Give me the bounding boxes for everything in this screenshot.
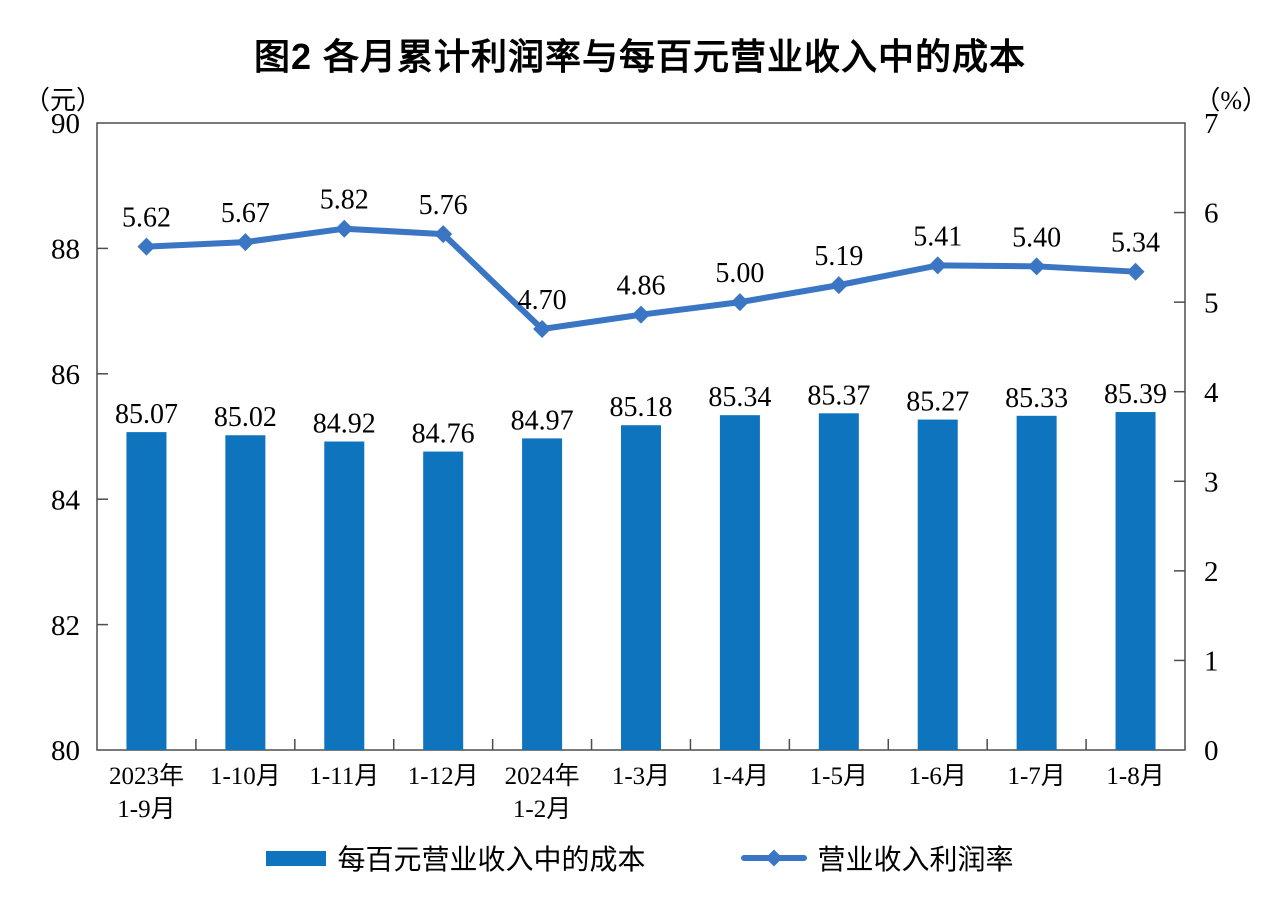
right-axis-tick-label: 0 xyxy=(1204,735,1219,767)
x-axis-category-label: 1-11月 xyxy=(309,763,379,790)
left-axis-tick-label: 82 xyxy=(51,610,80,642)
line-point-marker-icon xyxy=(829,276,848,295)
x-axis-category-label: 1-3月 xyxy=(612,763,670,790)
bar-3 xyxy=(423,451,464,750)
line-value-label: 5.62 xyxy=(122,203,171,234)
legend-diamond-marker-icon xyxy=(765,849,782,867)
bar-9 xyxy=(1016,415,1057,750)
bar-value-label: 85.39 xyxy=(1104,379,1167,410)
line-value-label: 5.41 xyxy=(913,221,962,252)
bar-7 xyxy=(818,413,859,750)
line-value-label: 5.76 xyxy=(419,190,468,221)
bar-8 xyxy=(917,419,958,750)
x-axis-category-label: 1-12月 xyxy=(408,763,479,790)
line-value-label: 5.00 xyxy=(715,258,764,289)
bar-value-label: 84.92 xyxy=(313,409,376,440)
x-axis-category-label: 1-9月 xyxy=(117,796,175,823)
left-axis-unit-label: （元） xyxy=(24,86,103,115)
chart-legend: 每百元营业收入中的成本 营业收入利润率 xyxy=(0,838,1280,878)
right-axis-tick-label: 4 xyxy=(1204,377,1219,409)
line-point-marker-icon xyxy=(1027,257,1046,276)
line-point-marker-icon xyxy=(236,233,255,252)
chart-title: 图2 各月累计利润率与每百元营业收入中的成本 xyxy=(253,36,1027,77)
right-axis-tick-label: 1 xyxy=(1204,646,1219,678)
x-axis-category-label: 1-6月 xyxy=(909,763,967,790)
line-value-label: 5.82 xyxy=(320,185,369,216)
x-axis-category-label: 2023年 xyxy=(109,762,184,790)
line-series-swatch-icon xyxy=(740,849,807,867)
left-axis-tick-label: 90 xyxy=(51,108,80,140)
chart-canvas: 80 82 84 86 88 90 0 1 2 3 4 5 6 7 85.07 85.02 84.92 84.76… xyxy=(51,108,1219,823)
line-point-marker-icon xyxy=(1126,262,1145,281)
legend-item-profit-rate: 营业收入利润率 xyxy=(740,838,1014,878)
bar-value-label: 85.07 xyxy=(115,399,178,430)
line-value-label: 5.19 xyxy=(814,241,863,272)
x-axis-category-label: 1-5月 xyxy=(810,763,868,790)
line-value-label: 5.40 xyxy=(1012,222,1061,253)
legend-item-cost: 每百元营业收入中的成本 xyxy=(266,838,646,878)
left-axis-tick-label: 84 xyxy=(51,484,81,516)
right-axis-tick-label: 6 xyxy=(1204,198,1219,230)
line-value-label: 5.67 xyxy=(221,198,270,229)
bar-0 xyxy=(126,432,167,750)
bar-2 xyxy=(324,441,365,750)
right-axis-tick-label: 5 xyxy=(1204,287,1219,319)
bar-value-label: 84.76 xyxy=(412,419,475,450)
line-value-label: 5.34 xyxy=(1111,228,1160,259)
x-axis-category-label: 1-2月 xyxy=(513,796,571,823)
right-axis-tick-label: 7 xyxy=(1204,108,1219,140)
bar-10 xyxy=(1115,412,1156,750)
x-axis-category-label: 1-8月 xyxy=(1106,763,1164,790)
bar-value-label: 85.27 xyxy=(906,387,969,418)
right-axis-unit-label: （%） xyxy=(1194,86,1268,115)
bar-4 xyxy=(522,438,563,750)
bar-5 xyxy=(621,425,661,750)
line-point-marker-icon xyxy=(533,320,552,339)
bar-value-label: 85.02 xyxy=(214,402,277,433)
legend-label-cost: 每百元营业收入中的成本 xyxy=(337,845,646,876)
left-axis-tick-label: 88 xyxy=(51,234,80,266)
line-value-label: 4.86 xyxy=(617,271,666,302)
line-value-label: 4.70 xyxy=(518,285,567,316)
right-axis-tick-label: 3 xyxy=(1204,466,1219,498)
line-point-marker-icon xyxy=(632,305,650,324)
x-axis-category-label: 1-7月 xyxy=(1007,763,1065,790)
bar-value-label: 84.97 xyxy=(511,405,574,436)
x-axis-category-label: 2024年 xyxy=(505,762,580,790)
left-axis-tick-label: 86 xyxy=(51,359,80,391)
bar-value-label: 85.18 xyxy=(610,392,673,423)
line-point-marker-icon xyxy=(137,237,156,256)
line-point-marker-icon xyxy=(335,219,354,238)
right-axis-tick-label: 2 xyxy=(1204,556,1219,588)
legend-label-profit-rate: 营业收入利润率 xyxy=(817,845,1014,876)
x-axis-category-label: 1-4月 xyxy=(711,763,769,790)
bar-value-label: 85.33 xyxy=(1005,383,1068,414)
bar-1 xyxy=(225,435,266,750)
line-point-marker-icon xyxy=(928,256,947,275)
bar-series-swatch-icon xyxy=(266,850,327,866)
left-axis-tick-label: 80 xyxy=(51,735,80,767)
bar-value-label: 85.37 xyxy=(807,380,870,411)
bar-6 xyxy=(719,415,760,750)
bar-value-label: 85.34 xyxy=(708,382,771,413)
line-point-marker-icon xyxy=(730,293,749,312)
line-point-marker-icon xyxy=(434,225,453,244)
x-axis-category-label: 1-10月 xyxy=(210,763,281,790)
